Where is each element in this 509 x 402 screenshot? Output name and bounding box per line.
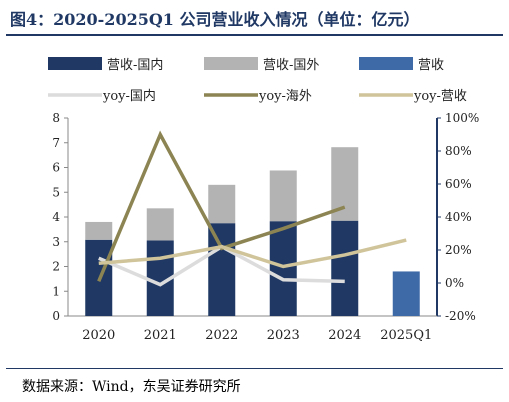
legend-label: 营收-国内: [107, 57, 163, 73]
legend-label: yoy-国内: [102, 88, 156, 104]
x-tick-label: 2020: [82, 328, 115, 343]
legend-label: yoy-海外: [258, 89, 312, 104]
source-note: 数据来源：Wind，东吴证券研究所: [22, 379, 241, 395]
legend-item: 营收-国内: [48, 57, 163, 73]
legend-label: 营收-国外: [263, 58, 319, 73]
x-tick-label: 2025Q1: [380, 328, 432, 343]
bar-domestic: [208, 223, 236, 316]
legend-swatch: [204, 57, 258, 70]
legend-item: 营收: [359, 57, 444, 73]
y-left-tick-label: 5: [52, 185, 60, 199]
y-left-tick-label: 3: [52, 235, 60, 249]
legend-label: yoy-营收: [413, 89, 467, 104]
bars: [85, 147, 420, 316]
legend: 营收-国内 营收-国外 营收 yoy-国内 yoy-海外 yoy-营收: [48, 57, 467, 104]
y-right-tick-label: 0%: [445, 276, 464, 290]
y-right-tick-label: 20%: [445, 243, 472, 257]
line-yoy-total: [98, 238, 407, 269]
lines: [97, 130, 407, 287]
legend-label: 营收: [418, 58, 444, 73]
x-tick-label: 2023: [267, 328, 300, 343]
y-left-tick-label: 8: [52, 111, 60, 125]
y-left-tick-label: 7: [52, 136, 60, 150]
bar-overseas: [269, 170, 297, 222]
y-left-tick-label: 6: [52, 161, 60, 175]
bar-overseas: [208, 184, 236, 224]
y-left-tick-label: 4: [52, 210, 60, 224]
y-right-tick-label: 80%: [445, 144, 472, 158]
y-left-tick-label: 1: [52, 284, 60, 298]
y-right-tick-label: -20%: [445, 309, 476, 323]
legend-item: yoy-国内: [48, 88, 156, 104]
bar-overseas: [85, 221, 113, 240]
legend-swatch: [359, 57, 413, 70]
axes: 0 1 2 3 4 5 6 7 8 -20% 0% 20% 40% 60% 80% 100% 2020 2021 2…: [52, 111, 479, 343]
x-tick-label: 2021: [144, 328, 177, 343]
legend-swatch: [48, 57, 102, 70]
y-right-tick-label: 60%: [445, 177, 472, 191]
y-right-tick-label: 40%: [445, 210, 472, 224]
y-left-tick-label: 0: [52, 309, 60, 323]
chart-title: 图4：2020-2025Q1 公司营业收入情况（单位：亿元）: [10, 10, 420, 29]
legend-item: yoy-营收: [359, 89, 467, 104]
x-tick-label: 2022: [205, 328, 238, 343]
y-left-tick-label: 2: [52, 260, 60, 274]
legend-item: 营收-国外: [204, 57, 319, 73]
legend-item: yoy-海外: [204, 89, 312, 104]
bottom-rule: [6, 368, 503, 369]
bar-domestic: [331, 220, 359, 316]
y-right-tick-label: 100%: [445, 111, 479, 125]
x-tick-label: 2024: [328, 328, 361, 343]
bar-domestic: [269, 221, 297, 316]
bar-overseas: [146, 208, 174, 241]
title-rule: [6, 34, 503, 36]
bar-total: [392, 271, 420, 316]
